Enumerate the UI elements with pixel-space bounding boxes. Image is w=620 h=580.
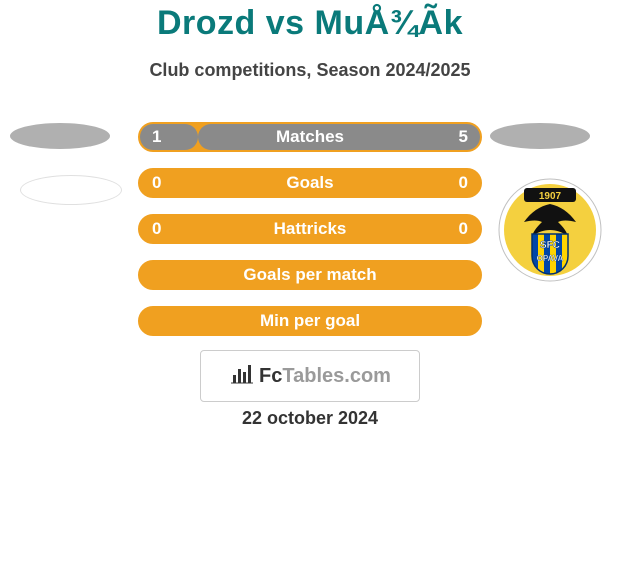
stat-row-goals: Goals0 0 <box>138 168 482 198</box>
stat-row-min-per-goal: Min per goal <box>138 306 482 336</box>
stat-row-matches: Matches1 5 <box>138 122 482 152</box>
stat-label: Goals per match <box>140 262 480 288</box>
site-logo[interactable]: FcTables.com <box>200 350 420 402</box>
stat-value-left: 1 <box>152 124 161 150</box>
badge-city: OPAVA <box>537 254 564 263</box>
player-left-shadow-2 <box>20 175 122 205</box>
stat-value-left: 0 <box>152 216 161 242</box>
stat-value-right: 5 <box>459 124 468 150</box>
stat-value-left: 0 <box>152 170 161 196</box>
stat-row-hattricks: Hattricks0 0 <box>138 214 482 244</box>
stat-label: Min per goal <box>140 308 480 334</box>
stat-row-goals-per-match: Goals per match <box>138 260 482 290</box>
player-left-shadow-1 <box>10 123 110 149</box>
bars-icon <box>229 363 255 390</box>
club-badge-opava: 1907 SFC <box>498 178 602 282</box>
stat-label: Hattricks <box>140 216 480 242</box>
badge-initials: SFC <box>540 240 560 251</box>
stat-value-right: 0 <box>459 170 468 196</box>
player-right-shadow-1 <box>490 123 590 149</box>
site-logo-text: FcTables.com <box>259 365 391 388</box>
comparison-card: Drozd vs MuÅ¾Ãk Club competitions, Seaso… <box>0 0 620 580</box>
badge-year: 1907 <box>539 191 562 202</box>
page-title: Drozd vs MuÅ¾Ãk <box>0 4 620 43</box>
date-caption: 22 october 2024 <box>0 408 620 429</box>
stat-value-right: 0 <box>459 216 468 242</box>
page-subtitle: Club competitions, Season 2024/2025 <box>0 60 620 81</box>
stat-label: Goals <box>140 170 480 196</box>
stat-label: Matches <box>140 124 480 150</box>
